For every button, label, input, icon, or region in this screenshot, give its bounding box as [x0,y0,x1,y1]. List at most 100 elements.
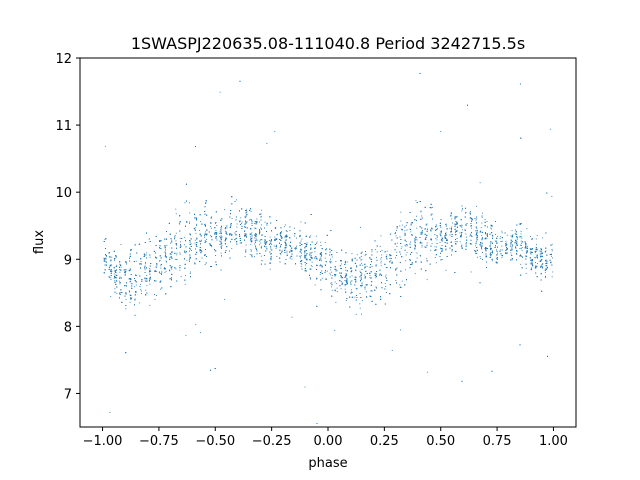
data-point [221,243,223,245]
data-point [476,236,478,238]
data-point [361,313,362,315]
data-point [481,222,483,224]
data-point [511,247,513,249]
data-point [406,245,408,247]
data-point [491,234,493,236]
data-point [345,273,347,274]
data-point [250,236,251,238]
data-point [146,252,148,254]
data-point [394,233,396,234]
data-point [336,283,338,285]
data-point [230,203,232,205]
data-point [164,255,166,257]
data-point [451,245,453,247]
data-point [415,261,417,263]
data-point [350,280,352,282]
data-point [394,249,396,251]
data-point [454,250,456,252]
data-point [144,278,146,280]
data-point [371,277,372,279]
data-point [254,235,256,236]
data-point [366,273,368,274]
data-point [316,269,317,270]
data-point [384,288,386,290]
data-point [426,234,428,236]
data-point [150,271,151,272]
data-point [110,279,112,280]
data-point [226,225,228,227]
data-point [285,230,287,231]
data-point [465,248,467,250]
data-point [311,257,313,259]
plot-frame [79,57,577,428]
data-point [476,216,477,218]
data-point [370,277,371,279]
data-point [141,290,142,292]
data-point [461,244,463,246]
data-point [319,274,321,275]
data-point [270,248,272,250]
data-point [410,260,411,261]
data-point [231,203,233,205]
data-point [346,283,348,285]
data-point [125,299,127,300]
data-point [125,285,127,287]
data-point [296,247,297,249]
data-point [521,237,523,239]
data-point [344,276,346,278]
data-point [279,253,281,254]
data-point [104,145,106,147]
data-point [129,269,131,271]
data-point [184,258,185,260]
data-point [515,247,517,249]
data-point [521,245,522,246]
data-point [339,265,341,266]
data-point [305,245,306,247]
data-point [511,248,513,250]
data-point [210,226,211,228]
data-point [329,251,331,253]
data-point [249,254,251,256]
data-point [171,247,173,249]
data-point [545,260,546,262]
data-point [235,219,237,221]
data-point [456,241,458,243]
data-point [499,236,501,238]
data-point [405,241,407,242]
data-point [324,264,326,266]
data-point [316,278,317,280]
data-point [531,267,532,269]
data-point [225,227,227,229]
data-point [351,291,353,293]
data-point [456,238,458,239]
data-point [526,245,528,247]
data-point [381,274,382,276]
data-point [456,230,458,231]
data-point [204,234,206,236]
data-point [306,259,307,261]
data-point [110,277,112,279]
data-point [260,245,262,247]
data-point [189,221,190,223]
data-point [160,267,162,269]
data-point [236,199,237,201]
data-point [326,270,328,272]
data-point [110,296,112,297]
data-point [360,286,362,288]
data-point [490,249,492,251]
data-point [429,263,431,265]
data-point [184,202,186,204]
data-point [219,91,221,93]
data-point [161,257,162,259]
data-point [260,263,262,265]
data-point [316,258,318,260]
data-point [431,228,433,230]
data-point [416,237,418,239]
data-point [354,284,356,286]
data-point [196,223,197,225]
data-point [215,255,216,256]
data-point [114,280,116,282]
data-point [421,215,423,217]
data-point [256,253,258,255]
data-point [184,236,186,238]
